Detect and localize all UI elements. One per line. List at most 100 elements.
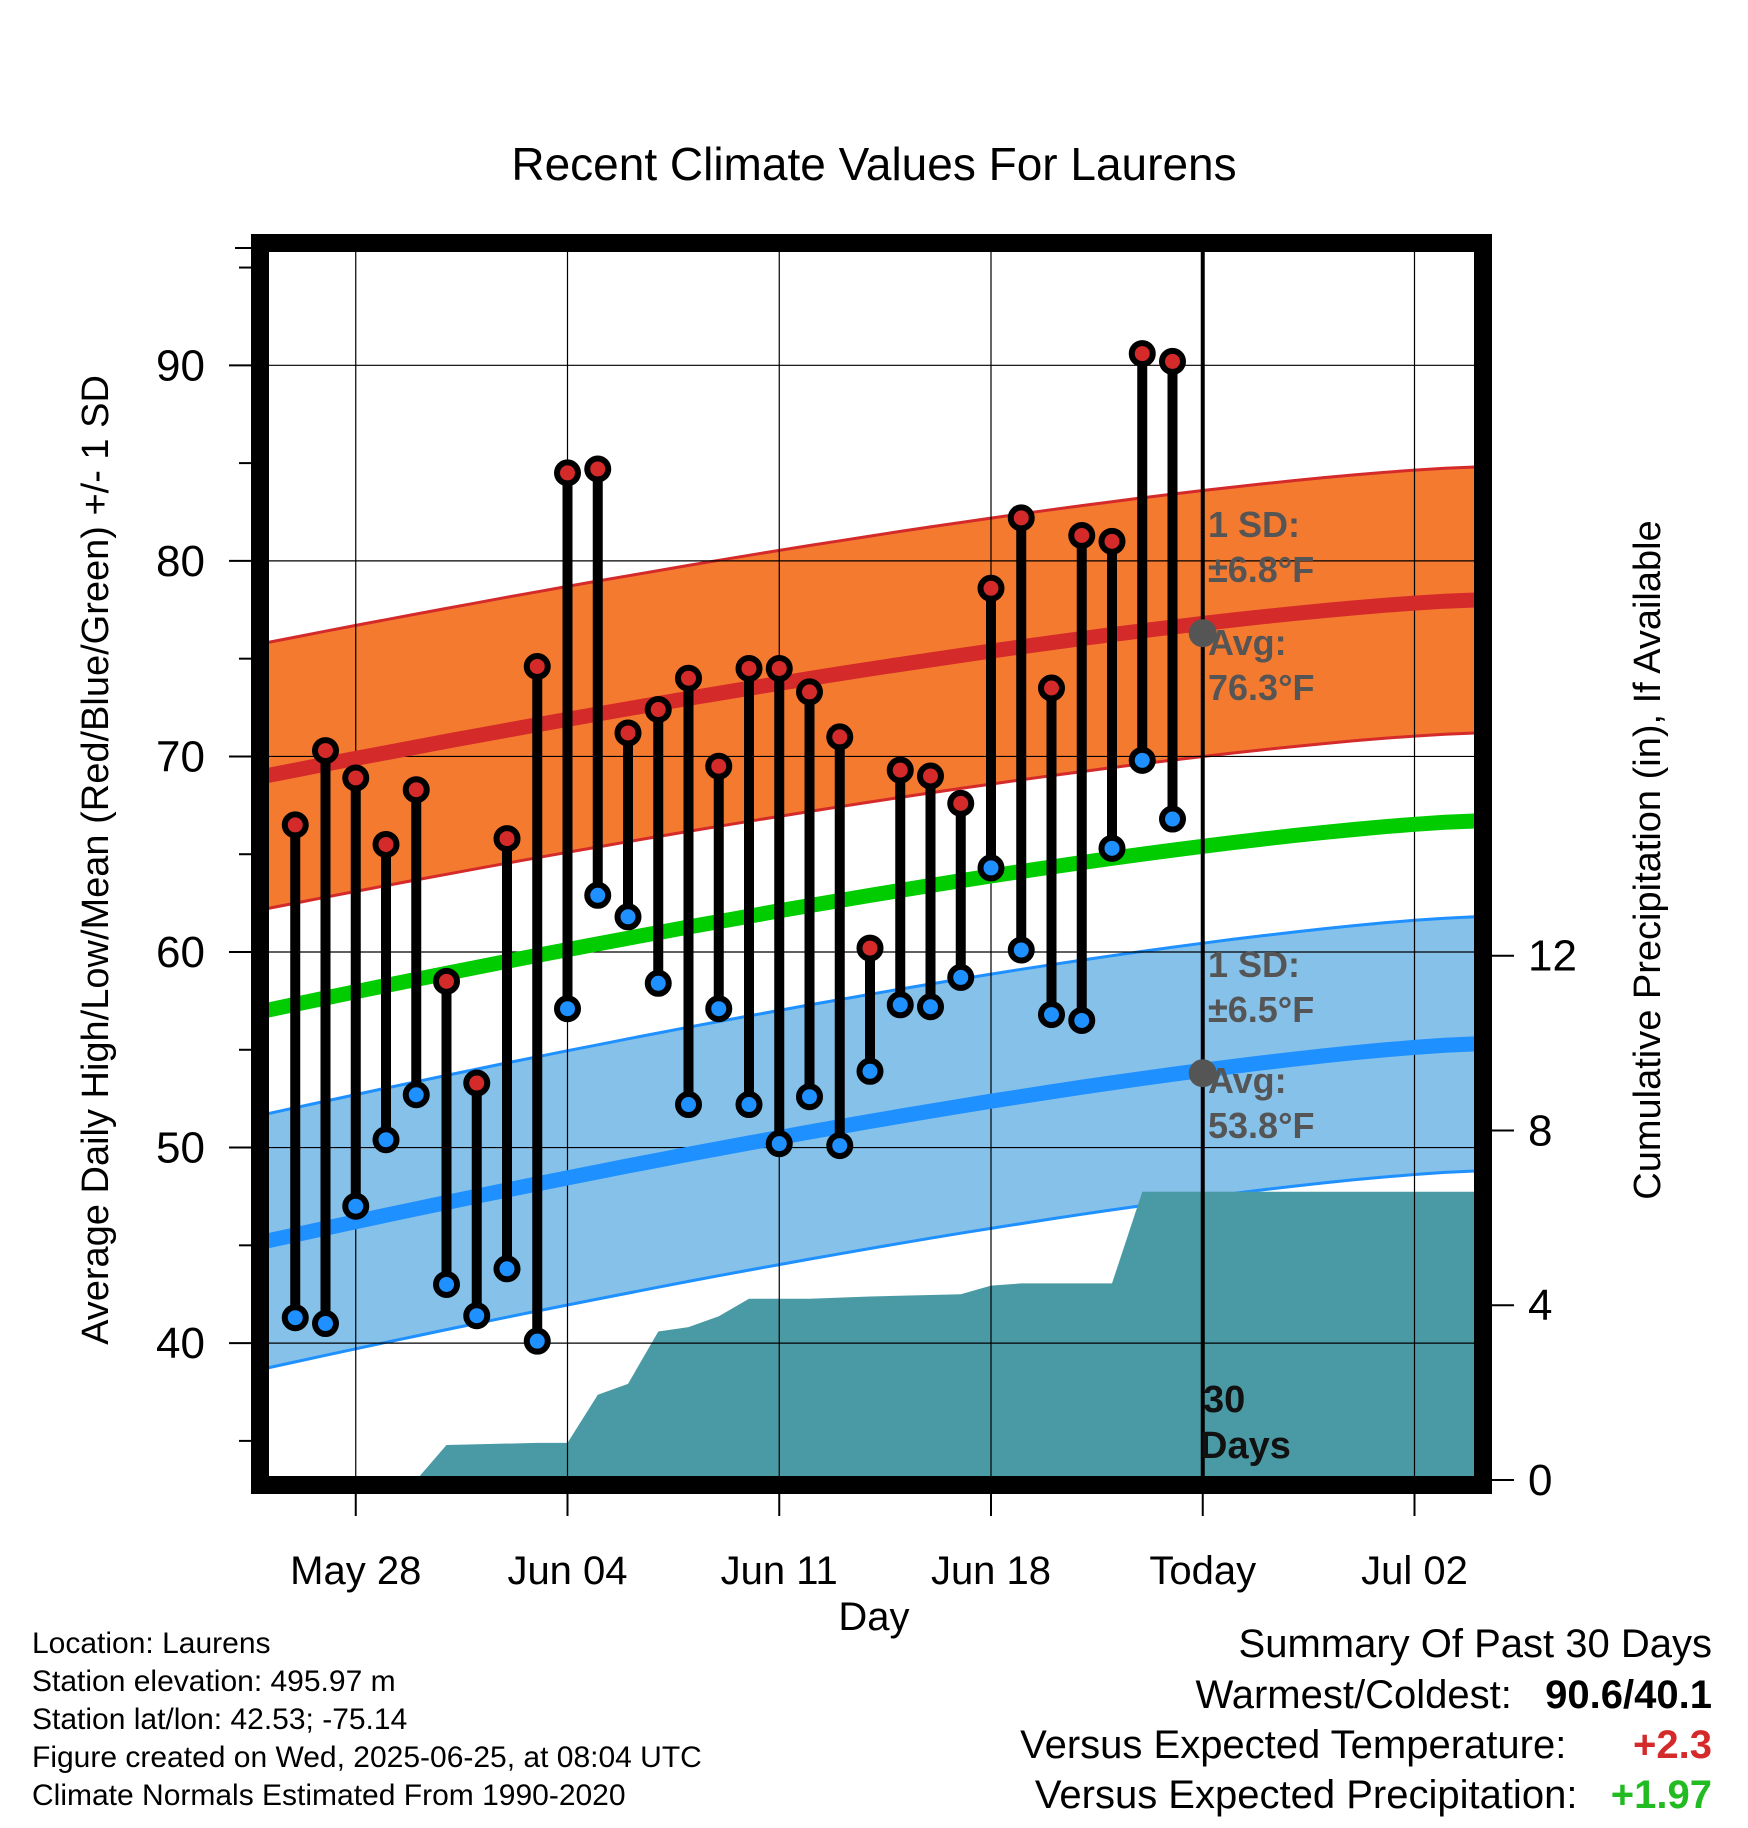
high-temp-point bbox=[826, 723, 854, 751]
low-temp-point bbox=[614, 903, 642, 931]
high-temp-point bbox=[1098, 527, 1126, 555]
high-band-lower-edge bbox=[264, 731, 1476, 911]
y2-axis-label: Cumulative Precipitation (in), If Availa… bbox=[1627, 520, 1669, 1199]
high-temp-point bbox=[947, 789, 975, 817]
station-info: Location: Laurens Station elevation: 495… bbox=[32, 1625, 702, 1815]
low-temp-point bbox=[463, 1302, 491, 1330]
high-temp-point bbox=[493, 825, 521, 853]
high-temp-point bbox=[856, 934, 884, 962]
x-tick-label: May 28 bbox=[290, 1549, 421, 1593]
summary-precip: Versus Expected Precipitation: +1.97 bbox=[1035, 1773, 1712, 1818]
low-temp-point bbox=[796, 1083, 823, 1111]
x-tick-label: Jul 02 bbox=[1361, 1549, 1468, 1593]
high-temp-point bbox=[675, 664, 702, 692]
low-temp-point bbox=[977, 854, 1005, 882]
precip-area bbox=[295, 1191, 1478, 1480]
high-temp-point bbox=[523, 652, 551, 680]
low-temp-point bbox=[765, 1130, 793, 1158]
low-sd-value: ±6.5°F bbox=[1208, 989, 1314, 1030]
warm-cold-value: 90.6/40.1 bbox=[1545, 1673, 1712, 1717]
summary-title: Summary Of Past 30 Days bbox=[1238, 1622, 1712, 1666]
days-label-number: 30 bbox=[1203, 1379, 1245, 1421]
low-temp-point bbox=[947, 963, 975, 991]
high-temp-point bbox=[644, 696, 672, 724]
y-tick-label: 50 bbox=[156, 1124, 205, 1173]
high-sd-label: 1 SD: bbox=[1208, 504, 1300, 545]
high-temp-point bbox=[765, 654, 793, 682]
mean-normal-line bbox=[263, 813, 1476, 1019]
y-tick-label: 70 bbox=[156, 732, 205, 781]
y2-tick-label: 12 bbox=[1528, 932, 1577, 981]
high-band-upper-edge bbox=[264, 465, 1476, 645]
low-temp-point bbox=[826, 1132, 854, 1160]
low-temp-point bbox=[675, 1091, 702, 1119]
temp-value: +2.3 bbox=[1633, 1723, 1712, 1767]
low-temp-point bbox=[1128, 746, 1156, 774]
low-temp-point bbox=[523, 1327, 551, 1355]
info-created: Figure created on Wed, 2025-06-25, at 08… bbox=[32, 1741, 702, 1774]
high-temp-point bbox=[1159, 347, 1186, 375]
x-tick-label: Jun 11 bbox=[721, 1549, 838, 1593]
low-temp-point bbox=[644, 969, 672, 997]
y2-tick-label: 4 bbox=[1528, 1281, 1552, 1330]
high-temp-point bbox=[1038, 674, 1065, 702]
low-avg-value: 53.8°F bbox=[1208, 1105, 1314, 1146]
high-temp-point bbox=[1068, 521, 1096, 549]
y-tick-label: 90 bbox=[156, 341, 205, 390]
x-tick-label: Jun 18 bbox=[931, 1549, 1051, 1593]
high-avg-label: Avg: bbox=[1208, 622, 1287, 663]
low-temp-point bbox=[917, 993, 944, 1021]
x-tick-label: Jun 04 bbox=[507, 1549, 627, 1593]
high-temp-point bbox=[614, 719, 642, 747]
low-band-lower-edge bbox=[264, 1169, 1476, 1370]
high-temp-point bbox=[402, 776, 430, 804]
high-temp-point bbox=[796, 678, 823, 706]
low-annotation: 1 SD: ±6.5°F Avg: 53.8°F bbox=[1208, 944, 1314, 1146]
low-temp-point bbox=[886, 991, 914, 1019]
low-temp-point bbox=[281, 1304, 309, 1332]
info-location: Location: Laurens bbox=[32, 1627, 271, 1660]
low-temp-point bbox=[1098, 834, 1126, 862]
low-avg-label: Avg: bbox=[1208, 1060, 1287, 1101]
high-temp-point bbox=[554, 459, 581, 487]
x-tick-label: Today bbox=[1149, 1549, 1256, 1593]
plot-frame bbox=[251, 234, 1492, 1494]
warm-cold-label: Warmest/Coldest: bbox=[1195, 1673, 1512, 1717]
low-temp-point bbox=[433, 1270, 460, 1298]
temp-label: Versus Expected Temperature: bbox=[1020, 1723, 1567, 1767]
info-elevation: Station elevation: 495.97 m bbox=[32, 1665, 396, 1698]
high-temp-point bbox=[886, 756, 914, 784]
low-temp-point bbox=[1007, 936, 1035, 964]
high-normal-line bbox=[263, 592, 1476, 784]
y-tick-label: 80 bbox=[156, 537, 205, 586]
high-annotation: 1 SD: ±6.8°F Avg: 76.3°F bbox=[1208, 504, 1314, 708]
summary-warm-cold: Warmest/Coldest: 90.6/40.1 bbox=[1195, 1673, 1712, 1718]
high-temp-point bbox=[281, 811, 309, 839]
low-temp-point bbox=[312, 1310, 339, 1338]
high-sd-value: ±6.8°F bbox=[1208, 549, 1314, 590]
y-tick-label: 60 bbox=[156, 928, 205, 977]
low-temp-point bbox=[1159, 805, 1186, 833]
precip-label: Versus Expected Precipitation: bbox=[1034, 1773, 1578, 1817]
high-temp-point bbox=[433, 967, 460, 995]
low-temp-point bbox=[372, 1126, 400, 1154]
low-sd-label: 1 SD: bbox=[1208, 944, 1300, 985]
high-temp-point bbox=[312, 737, 339, 765]
high-temp-point bbox=[977, 574, 1005, 602]
low-temp-point bbox=[735, 1091, 763, 1119]
info-normals: Climate Normals Estimated From 1990-2020 bbox=[32, 1779, 626, 1812]
y2-tick-label: 8 bbox=[1528, 1106, 1552, 1155]
days-label-text: Days bbox=[1200, 1425, 1291, 1467]
y2-tick-label: 0 bbox=[1528, 1456, 1552, 1505]
low-temp-point bbox=[584, 881, 612, 909]
high-temp-point bbox=[735, 654, 763, 682]
high-temp-point bbox=[342, 764, 370, 792]
high-temp-point bbox=[463, 1069, 491, 1097]
low-temp-point bbox=[1038, 1001, 1065, 1029]
high-temp-point bbox=[1128, 340, 1156, 368]
precip-value: +1.97 bbox=[1610, 1773, 1712, 1817]
low-temp-point bbox=[493, 1255, 521, 1283]
days-annotation: 30 Days bbox=[1200, 1379, 1291, 1467]
high-temp-point bbox=[584, 455, 612, 483]
